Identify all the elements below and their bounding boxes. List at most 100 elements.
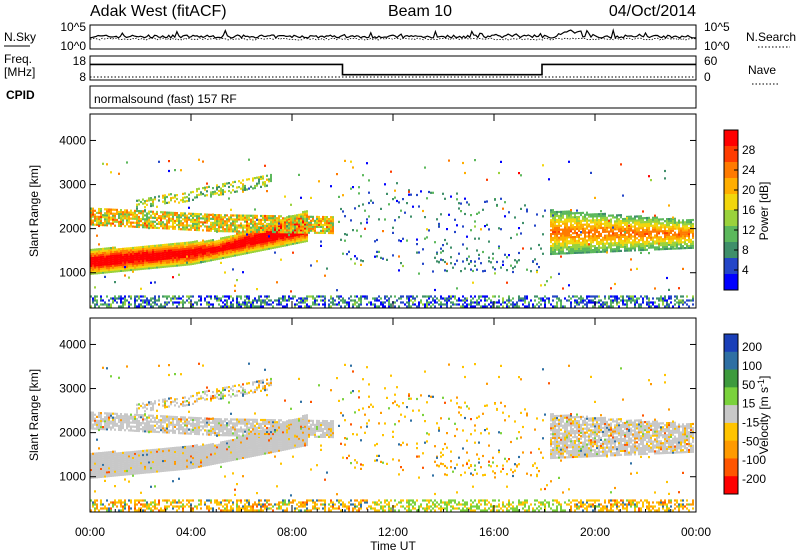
scatter-cell xyxy=(682,235,684,238)
scatter-cell xyxy=(598,299,600,302)
scatter-cell xyxy=(166,215,168,218)
scatter-cell xyxy=(566,238,568,241)
scatter-cell xyxy=(256,305,258,308)
scatter-cell xyxy=(174,227,176,230)
scatter-cell xyxy=(90,454,92,458)
scatter-cell xyxy=(266,234,268,237)
scatter-cell xyxy=(336,289,338,292)
scatter-cell xyxy=(272,236,274,239)
scatter-cell xyxy=(622,233,624,237)
scatter-cell xyxy=(682,267,684,270)
scatter-cell xyxy=(108,208,110,211)
scatter-cell xyxy=(178,244,180,247)
scatter-cell xyxy=(488,228,490,231)
scatter-cell xyxy=(294,231,296,234)
scatter-cell xyxy=(616,299,618,302)
scatter-cell xyxy=(614,222,616,225)
scatter-cell xyxy=(100,303,102,306)
scatter-cell xyxy=(690,244,692,247)
scatter-cell xyxy=(618,218,620,221)
scatter-cell xyxy=(622,295,624,298)
scatter-cell xyxy=(288,215,290,218)
scatter-cell xyxy=(410,215,412,218)
scatter-cell xyxy=(406,297,408,300)
scatter-cell xyxy=(168,225,170,228)
scatter-cell xyxy=(440,301,442,304)
scatter-cell xyxy=(306,219,308,222)
scatter-cell xyxy=(236,297,238,300)
scatter-cell xyxy=(626,301,628,304)
scatter-cell xyxy=(554,226,556,230)
scatter-cell xyxy=(282,232,284,235)
scatter-cell xyxy=(492,295,494,298)
scatter-cell xyxy=(230,305,232,308)
scatter-cell xyxy=(234,218,236,221)
scatter-cell xyxy=(248,239,250,242)
scatter-cell xyxy=(630,295,632,298)
scatter-cell xyxy=(688,233,690,236)
scatter-cell xyxy=(596,223,598,226)
scatter-cell xyxy=(252,222,254,225)
noise-left-tick-bottom: 10^0 xyxy=(60,39,86,53)
scatter-cell xyxy=(588,243,590,246)
scatter-cell xyxy=(256,182,258,185)
scatter-cell xyxy=(566,218,568,221)
scatter-cell xyxy=(502,260,504,263)
scatter-cell xyxy=(552,217,554,220)
scatter-cell xyxy=(602,230,604,233)
scatter-cell xyxy=(354,255,356,258)
scatter-cell xyxy=(526,297,528,300)
scatter-cell xyxy=(462,243,464,246)
scatter-cell xyxy=(392,198,394,201)
scatter-cell xyxy=(154,196,156,199)
scatter-cell xyxy=(558,299,560,302)
scatter-cell xyxy=(316,295,318,298)
scatter-cell xyxy=(252,229,254,232)
scatter-cell xyxy=(300,305,302,308)
scatter-cell xyxy=(196,250,198,253)
scatter-cell xyxy=(94,215,96,218)
scatter-cell xyxy=(150,303,152,306)
scatter-cell xyxy=(684,227,686,230)
scatter-cell xyxy=(284,299,286,302)
scatter-cell xyxy=(600,226,602,230)
scatter-cell xyxy=(624,303,626,306)
scatter-cell xyxy=(466,303,468,306)
scatter-cell xyxy=(182,257,184,261)
scatter-cell xyxy=(110,303,112,306)
scatter-cell xyxy=(632,219,634,222)
scatter-cell xyxy=(320,217,322,221)
scatter-cell xyxy=(282,305,284,308)
scatter-cell xyxy=(610,244,612,247)
scatter-cell xyxy=(214,214,216,217)
scatter-cell xyxy=(558,214,560,217)
scatter-cell xyxy=(150,255,152,258)
scatter-cell xyxy=(634,247,636,250)
scatter-cell xyxy=(272,240,274,243)
scatter-cell xyxy=(158,252,160,255)
scatter-cell xyxy=(310,196,312,199)
scatter-cell xyxy=(212,305,214,308)
scatter-cell xyxy=(678,299,680,302)
scatter-cell xyxy=(240,303,242,306)
scatter-cell xyxy=(554,224,556,228)
scatter-cell xyxy=(630,237,632,240)
scatter-cell xyxy=(492,305,494,308)
scatter-cell xyxy=(658,297,660,300)
scatter-cell xyxy=(398,297,400,300)
scatter-cell xyxy=(116,268,118,271)
scatter-cell xyxy=(112,246,114,249)
scatter-cell xyxy=(234,224,236,227)
scatter-cell xyxy=(616,250,618,253)
scatter-cell xyxy=(432,303,434,306)
scatter-cell xyxy=(208,249,210,252)
scatter-cell xyxy=(222,252,224,255)
scatter-cell xyxy=(216,297,218,300)
scatter-cell xyxy=(120,267,122,271)
scatter-cell xyxy=(418,272,420,275)
scatter-cell xyxy=(564,252,566,255)
scatter-cell xyxy=(280,221,282,224)
scatter-cell xyxy=(584,217,586,220)
scatter-cell xyxy=(618,230,620,233)
scatter-cell xyxy=(166,251,168,254)
